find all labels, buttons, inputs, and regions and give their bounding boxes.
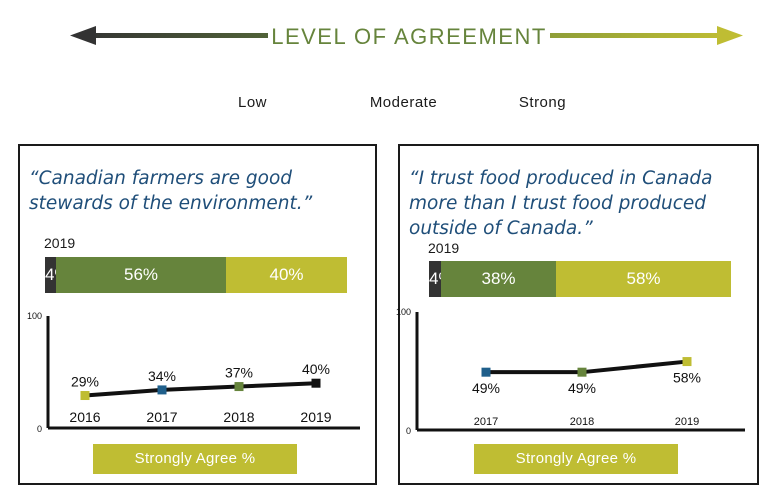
legend-strong-box: 8-10 (479, 66, 606, 88)
legend-low-box: 0-3 (202, 66, 329, 88)
stack-seg-moderate: 38% (441, 261, 556, 297)
stack-seg-low: 4% (45, 257, 56, 293)
x-tick-label: 2016 (69, 409, 100, 425)
data-label: 29% (71, 374, 99, 390)
stack-seg-strong: 40% (226, 257, 347, 293)
legend-moderate-box: 4-7 (340, 66, 467, 88)
stack-seg-low: 4% (429, 261, 441, 297)
line-chart-trust-food: 100 0 49% 2017 49% 2018 58% 2019 (396, 307, 745, 436)
x-tick-label: 2018 (570, 416, 594, 428)
legend-strong-label: Strong (518, 94, 567, 111)
data-label: 58% (673, 370, 701, 386)
y-tick-label: 100 (396, 307, 411, 317)
panel-trust-food: “I trust food produced in Canada more th… (396, 144, 759, 485)
data-label: 49% (568, 380, 596, 396)
arrow-left-head (70, 26, 96, 45)
arrow-right-head (717, 26, 743, 45)
stack-seg-strong: 58% (556, 261, 731, 297)
data-point (682, 357, 692, 367)
legend-strong-range: 8-10 (529, 69, 556, 84)
data-label: 37% (225, 365, 253, 381)
data-label: 49% (472, 380, 500, 396)
agreement-scale-arrow: LEVEL OF AGREEMENT (70, 22, 743, 50)
line-chart-stewards: 100 0 29% 2016 34% 2017 37% 2018 40% 2019 (27, 311, 360, 434)
data-point (234, 382, 244, 392)
x-tick-label: 2018 (223, 409, 254, 425)
y-tick-label: 100 (27, 311, 42, 321)
stack-seg-low-label: 4% (45, 265, 56, 284)
stack-seg-moderate: 56% (56, 257, 226, 293)
x-tick-label: 2019 (300, 409, 331, 425)
legend-moderate-label: Moderate (369, 94, 438, 111)
stack-seg-low-label: 4% (429, 269, 441, 288)
x-tick-label: 2017 (474, 416, 498, 428)
x-tick-label: 2017 (146, 409, 177, 425)
legend-moderate-range: 4-7 (394, 69, 413, 84)
panel-quote: “I trust food produced in Canada more th… (409, 168, 713, 239)
data-point (311, 378, 321, 388)
stack-year-label: 2019 (44, 235, 76, 251)
data-label: 40% (302, 361, 330, 377)
series-line (84, 381, 317, 398)
data-point (481, 367, 491, 377)
x-tick-label: 2019 (675, 416, 699, 428)
header-title: LEVEL OF AGREEMENT (271, 24, 547, 49)
strongly-agree-button[interactable]: Strongly Agree % (474, 444, 678, 474)
data-label: 34% (148, 368, 176, 384)
strongly-agree-button[interactable]: Strongly Agree % (93, 444, 297, 474)
panel-stewards: “Canadian farmers are good stewards of t… (18, 144, 377, 485)
legend-low-label: Low (237, 94, 268, 111)
y-tick-label: 0 (37, 424, 42, 434)
stack-seg-moderate-label: 56% (123, 265, 159, 284)
data-point (577, 367, 587, 377)
data-point (157, 385, 167, 395)
data-point (80, 391, 90, 401)
stack-seg-strong-label: 58% (626, 269, 661, 288)
legend-low-range: 0-3 (256, 69, 275, 84)
stack-seg-strong-label: 40% (269, 265, 304, 284)
y-tick-label: 0 (406, 426, 411, 436)
stack-year-label: 2019 (428, 240, 460, 256)
stack-seg-moderate-label: 38% (481, 269, 516, 288)
panel-quote: “Canadian farmers are good stewards of t… (29, 168, 313, 214)
